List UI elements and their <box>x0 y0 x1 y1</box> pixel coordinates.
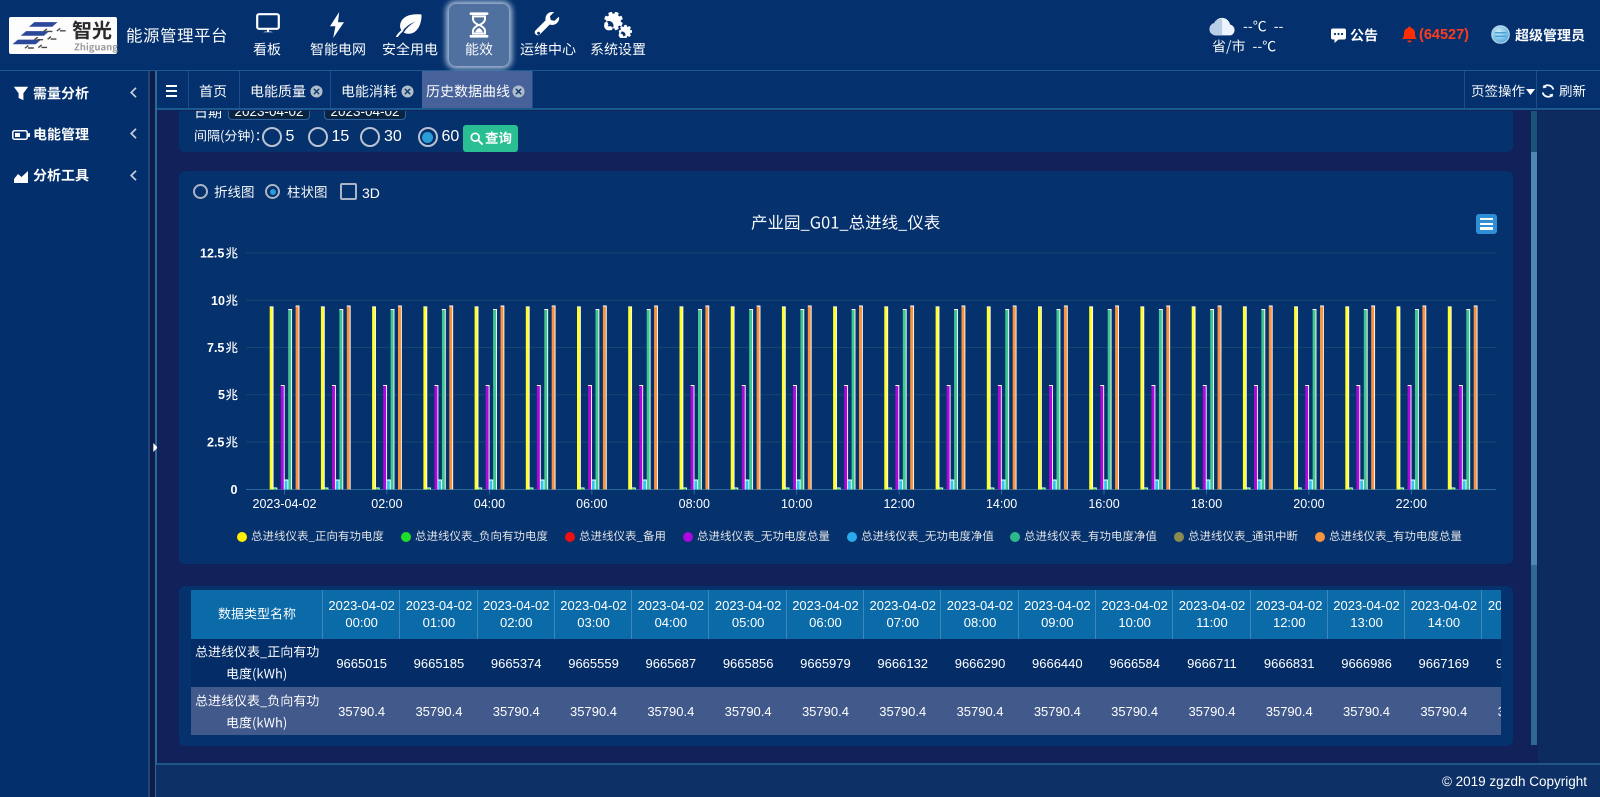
svg-text:16:00: 16:00 <box>1088 497 1119 511</box>
svg-text:2023-04-02: 2023-04-02 <box>253 497 317 511</box>
svg-text:0: 0 <box>231 483 238 497</box>
svg-text:06:00: 06:00 <box>576 497 607 511</box>
svg-text:02:00: 02:00 <box>371 497 402 511</box>
svg-text:04:00: 04:00 <box>474 497 505 511</box>
svg-text:5: 5 <box>218 388 225 402</box>
svg-text:18:00: 18:00 <box>1191 497 1222 511</box>
svg-text:10: 10 <box>211 294 225 308</box>
svg-text:2.5: 2.5 <box>207 436 224 450</box>
svg-text:12:00: 12:00 <box>883 497 914 511</box>
svg-text:08:00: 08:00 <box>679 497 710 511</box>
svg-text:20:00: 20:00 <box>1293 497 1324 511</box>
svg-text:22:00: 22:00 <box>1396 497 1427 511</box>
svg-text:14:00: 14:00 <box>986 497 1017 511</box>
svg-text:12.5: 12.5 <box>200 247 224 261</box>
svg-text:7.5: 7.5 <box>207 341 224 355</box>
svg-text:10:00: 10:00 <box>781 497 812 511</box>
